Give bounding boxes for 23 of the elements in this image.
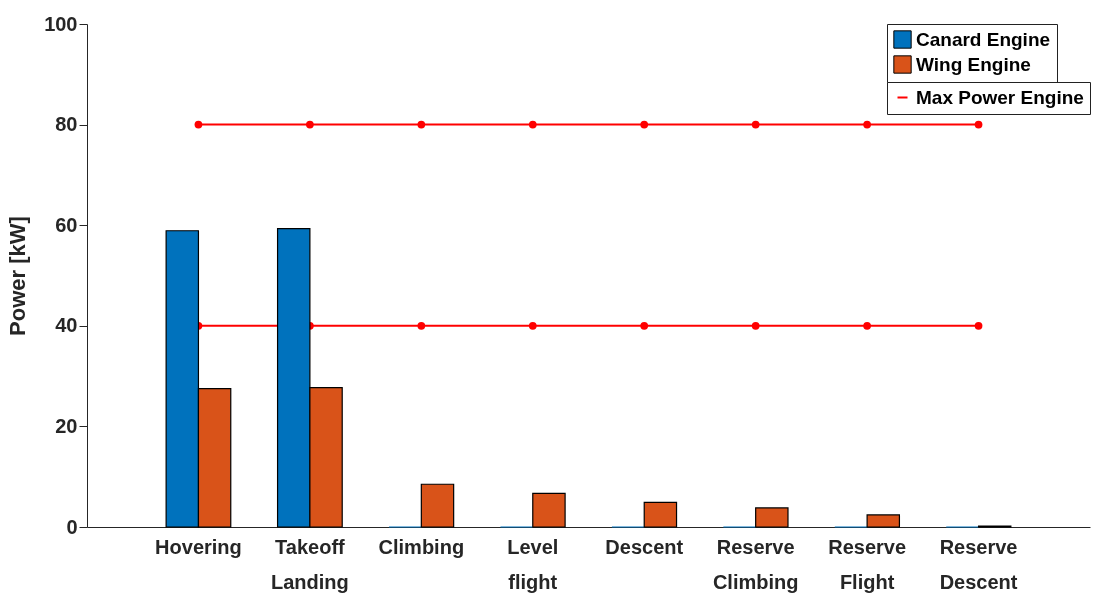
y-tick-label: 40 [55, 314, 78, 337]
bar [643, 501, 678, 528]
x-tick-label: Level flight [507, 535, 559, 593]
y-axis-title: Power [kW] [5, 216, 31, 336]
y-tick-label: 0 [66, 515, 78, 538]
x-tick-label: Descent [605, 535, 684, 558]
legend-label: Canard Engine [916, 28, 1051, 50]
bar [420, 483, 455, 528]
bar [866, 514, 901, 528]
bar [532, 492, 566, 528]
x-tick-label: Hovering [155, 535, 242, 558]
y-tick-label: 80 [55, 113, 78, 136]
y-tick-label: 100 [44, 12, 78, 35]
x-tick-label: Climbing [378, 535, 465, 558]
bar [755, 507, 789, 528]
x-tick-label: Takeoff Landing [271, 535, 349, 593]
y-tick-label: 20 [55, 414, 78, 437]
x-tick-label: Reserve Descent [939, 535, 1018, 593]
legend-label: Max Power Engine [916, 86, 1084, 108]
y-tick-label: 60 [55, 213, 78, 236]
legend-label: Wing Engine [916, 53, 1031, 75]
x-tick-label: Reserve Climbing [712, 535, 799, 593]
x-tick-label: Reserve Flight [828, 535, 907, 593]
